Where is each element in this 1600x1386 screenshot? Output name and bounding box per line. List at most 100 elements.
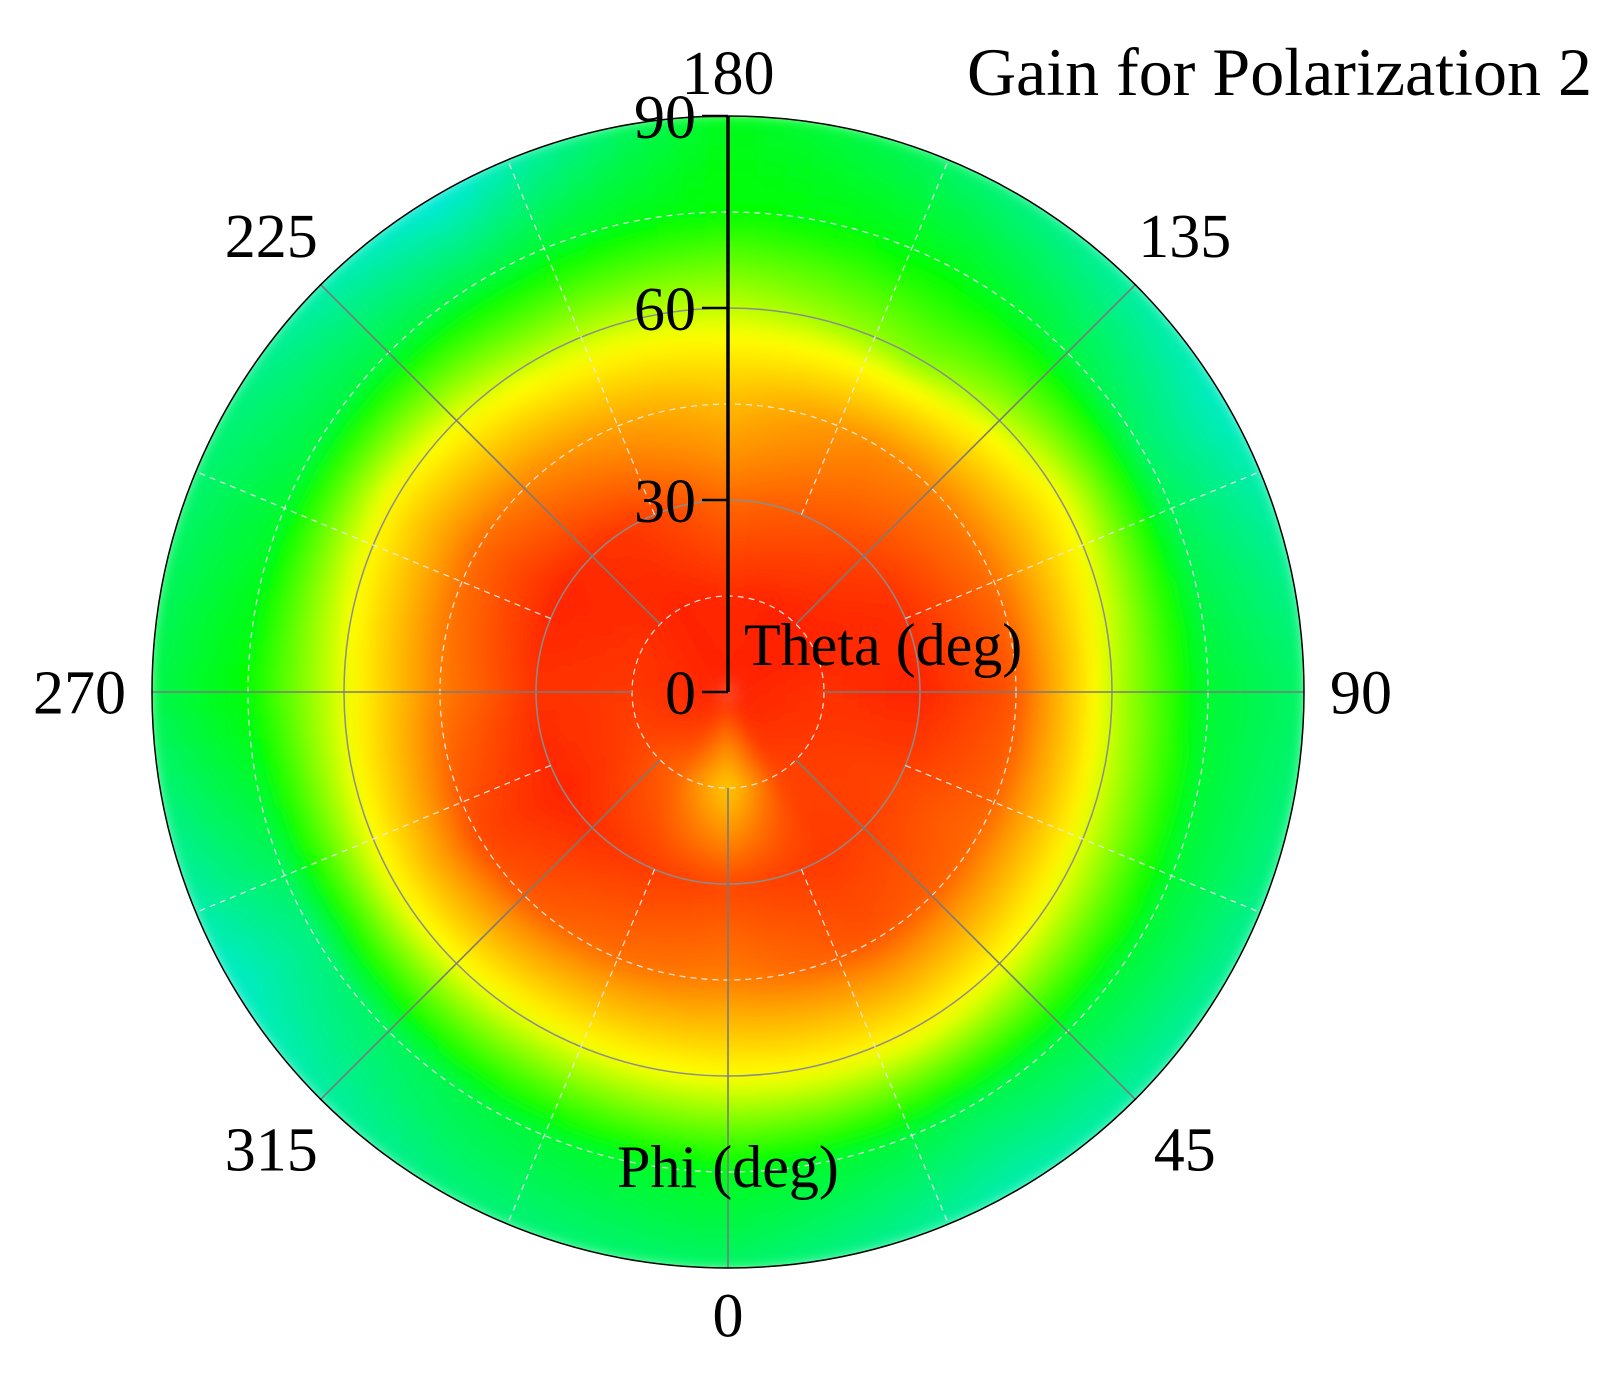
heat-cell	[697, 949, 716, 970]
heat-cell	[711, 692, 728, 701]
heat-cell	[730, 734, 735, 754]
heat-cell	[683, 702, 702, 712]
heat-cell	[712, 414, 730, 434]
heat-cell	[733, 645, 741, 665]
heat-cell	[728, 692, 743, 705]
heat-cell	[943, 690, 963, 706]
heat-cell	[726, 428, 744, 448]
heat-cell	[726, 692, 729, 711]
heat-cell	[554, 158, 593, 187]
heat-cell	[698, 184, 731, 204]
phi-grid-spoke	[320, 759, 661, 1100]
heat-cell	[735, 646, 743, 665]
heat-cell	[652, 697, 672, 705]
heat-cell	[720, 807, 729, 826]
heat-cell	[726, 385, 746, 405]
heat-cell	[554, 1197, 593, 1226]
heat-cell	[732, 587, 740, 607]
heat-cell	[696, 680, 715, 688]
heat-cell	[894, 153, 934, 183]
heat-cell	[717, 660, 725, 679]
heat-cell	[668, 702, 687, 712]
heat-cell	[728, 692, 744, 703]
heat-cell	[216, 497, 246, 535]
heat-cell	[870, 1225, 911, 1253]
heat-cell	[843, 691, 862, 700]
heat-cell	[701, 227, 731, 247]
heat-cell	[710, 684, 728, 692]
heat-cell	[712, 692, 728, 703]
heat-cell	[1184, 840, 1212, 877]
heat-cell	[730, 720, 736, 739]
heat-cell	[866, 145, 906, 173]
heat-cell	[738, 443, 756, 463]
heat-cell	[162, 659, 182, 695]
heat-cell	[494, 702, 514, 718]
phi-grid-spoke	[795, 284, 1136, 625]
heat-cell	[725, 227, 755, 247]
heat-cell	[870, 131, 911, 159]
heat-cell	[727, 807, 736, 826]
heat-cell	[705, 633, 715, 652]
heat-cell	[716, 677, 728, 692]
heat-cell	[708, 703, 721, 720]
heat-cell	[716, 660, 724, 679]
heat-cell	[721, 778, 729, 797]
heat-cell	[175, 481, 205, 522]
heat-cell	[706, 717, 717, 736]
heat-cell	[725, 1137, 755, 1157]
heat-cell	[508, 679, 527, 694]
heat-cell	[695, 685, 714, 690]
heat-cell	[1261, 509, 1289, 550]
heat-cell	[731, 705, 739, 724]
heat-cell	[407, 673, 427, 694]
heat-cell	[741, 694, 760, 701]
heat-cell	[785, 683, 804, 690]
heat-cell	[783, 671, 803, 681]
heat-cell	[798, 672, 818, 682]
heat-cell	[754, 700, 773, 710]
heat-cell	[550, 1211, 590, 1239]
heat-cell	[703, 701, 718, 716]
heat-cell	[652, 687, 671, 693]
heat-cell	[769, 675, 789, 684]
heat-cell	[637, 682, 657, 689]
heat-cell	[928, 701, 948, 717]
heat-cell	[500, 863, 526, 889]
heat-cell	[728, 692, 739, 708]
heat-cell	[714, 907, 730, 927]
heat-cell	[551, 672, 571, 685]
heat-cell	[707, 328, 730, 347]
heat-cell	[1216, 689, 1236, 722]
heat-cell	[696, 681, 715, 689]
heat-cell	[713, 680, 728, 692]
heat-cell	[732, 645, 739, 664]
heat-cell	[929, 679, 948, 694]
heat-cell	[706, 648, 717, 667]
heat-cell	[1029, 673, 1049, 694]
heat-cell	[683, 672, 702, 682]
radial-tick-label: 90	[634, 84, 696, 152]
heat-cell	[741, 633, 751, 652]
heat-cell	[735, 515, 748, 535]
heat-cell	[702, 241, 731, 261]
heat-cell	[726, 893, 741, 912]
heat-cell	[726, 371, 747, 391]
heat-cell	[710, 835, 722, 855]
phi-grid-spoke	[795, 759, 1136, 1100]
heat-cell	[715, 893, 730, 912]
heat-cell	[736, 631, 745, 651]
heat-cell	[725, 1123, 754, 1143]
heat-cell	[712, 681, 728, 692]
heat-cell	[701, 671, 717, 684]
heat-cell	[722, 645, 727, 664]
heat-cell	[666, 688, 685, 693]
heat-cell	[697, 414, 716, 435]
heat-cell	[735, 663, 746, 680]
heat-cell	[666, 694, 686, 699]
heat-cell	[730, 616, 737, 635]
heat-cell	[728, 677, 740, 692]
heat-cell	[205, 689, 225, 723]
heat-cell	[726, 706, 729, 725]
